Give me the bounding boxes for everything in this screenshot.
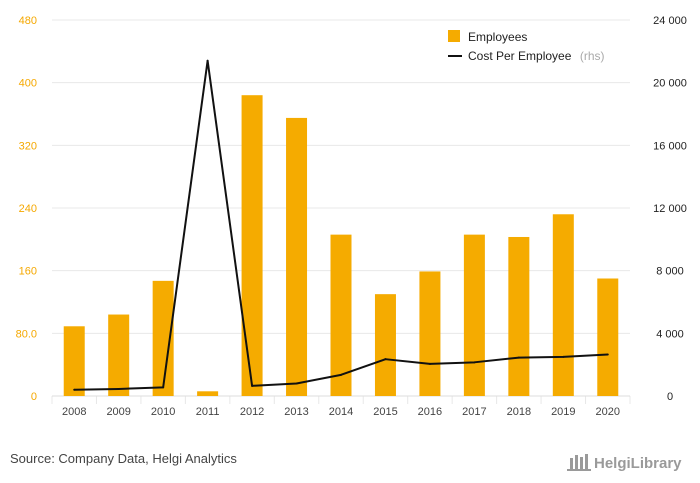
y-left-tick-label: 480: [19, 15, 37, 27]
bar-employees-2008: [63, 326, 85, 396]
point-cost-per-employee-2013: [295, 382, 298, 385]
x-tick-label: 2015: [373, 406, 397, 418]
point-cost-per-employee-2010: [162, 386, 165, 389]
bar-employees-2009: [108, 314, 130, 396]
point-cost-per-employee-2014: [340, 373, 342, 376]
bar-employees-2020: [597, 278, 619, 396]
bar-employees-2019: [552, 214, 574, 396]
source-note: Source: Company Data, Helgi Analytics: [10, 451, 237, 466]
y-left-tick-label: 320: [19, 140, 37, 152]
y-right-tick-label: 20 000: [653, 78, 687, 90]
legend: Employees Cost Per Employee (rhs): [448, 30, 605, 64]
bar-employees-2014: [330, 234, 352, 396]
y-left-tick-label: 80.0: [16, 328, 37, 340]
bar-employees-2016: [419, 271, 441, 396]
library-icon: [567, 454, 591, 471]
y-right-tick-label: 12 000: [653, 203, 687, 215]
y-right-tick-label: 16 000: [653, 140, 687, 152]
x-tick-label: 2010: [151, 406, 175, 418]
point-cost-per-employee-2009: [117, 387, 120, 390]
x-tick-label: 2012: [240, 406, 264, 418]
bar-employees-2011: [197, 391, 219, 396]
x-tick-label: 2018: [507, 406, 531, 418]
point-cost-per-employee-2019: [562, 355, 565, 358]
bars-layer: [63, 95, 619, 397]
axis-layer: 0 80.0 160 240 320 400 480 0 4 000 8 000 12 000 16 …: [16, 15, 687, 418]
point-cost-per-employee-2015: [384, 358, 387, 361]
point-cost-per-employee-2011: [206, 59, 209, 62]
y-right-tick-label: 4 000: [656, 328, 684, 340]
x-tick-label: 2016: [418, 406, 442, 418]
y-left-tick-label: 400: [19, 78, 37, 90]
y-left-tick-label: 160: [19, 266, 37, 278]
x-tick-label: 2020: [596, 406, 620, 418]
y-right-tick-label: 0: [667, 391, 673, 403]
brand-name: HelgiLibrary: [594, 455, 682, 472]
x-tick-label: 2019: [551, 406, 575, 418]
x-tick-label: 2014: [329, 406, 353, 418]
y-right-tick-label: 24 000: [653, 15, 687, 27]
bar-employees-2015: [374, 294, 396, 396]
brand-logo: HelgiLibrary: [567, 454, 682, 472]
point-cost-per-employee-2012: [251, 384, 254, 387]
legend-label-employees: Employees: [468, 30, 527, 44]
y-right-tick-label: 8 000: [656, 266, 684, 278]
point-cost-per-employee-2020: [606, 353, 609, 356]
point-cost-per-employee-2018: [517, 356, 520, 359]
bar-employees-2018: [508, 236, 530, 396]
line-layer: [73, 59, 609, 391]
legend-swatch-employees: [448, 30, 460, 42]
x-tick-label: 2008: [62, 406, 86, 418]
y-left-tick-label: 0: [31, 391, 37, 403]
x-tick-label: 2013: [284, 406, 308, 418]
bar-employees-2010: [152, 280, 174, 396]
bar-employees-2013: [286, 117, 308, 397]
x-tick-label: 2011: [196, 406, 220, 418]
x-tick-label: 2009: [106, 406, 130, 418]
bar-employees-2017: [463, 234, 485, 396]
point-cost-per-employee-2017: [473, 361, 476, 364]
point-cost-per-employee-2008: [73, 388, 76, 391]
legend-label-cost-per-employee: Cost Per Employee (rhs): [468, 47, 605, 64]
bar-employees-2012: [241, 95, 263, 396]
point-cost-per-employee-2016: [428, 362, 431, 365]
x-tick-label: 2017: [462, 406, 486, 418]
y-left-tick-label: 240: [19, 203, 37, 215]
